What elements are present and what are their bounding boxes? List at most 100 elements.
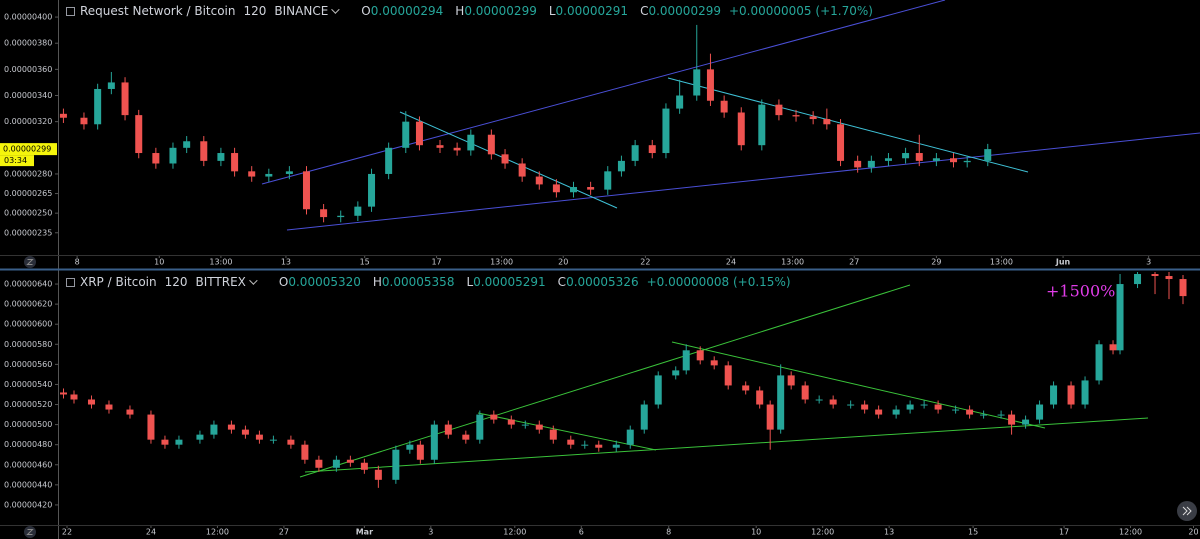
candle-body — [823, 119, 831, 125]
ohlc-value: 0.00005320 — [288, 275, 361, 289]
y-tick-label: 0.00000400 — [4, 13, 52, 22]
y-tick-label: 0.00000520 — [4, 400, 52, 409]
symbol-title: Request Network / Bitcoin — [80, 4, 236, 18]
y-tick-label: 0.00000540 — [4, 380, 52, 389]
candle-body — [368, 173, 376, 207]
x-tick-label: 13:00 — [990, 258, 1013, 267]
x-tick-label: 3 — [1146, 258, 1151, 267]
y-tick-label: 0.00000250 — [4, 209, 52, 218]
candle-body — [847, 404, 855, 406]
ohlc-label: H — [455, 4, 465, 18]
ohlc-label: C — [640, 4, 649, 18]
candle-body — [902, 153, 910, 159]
x-tick-label: 8 — [666, 528, 671, 537]
candle-body — [631, 145, 639, 161]
candle-body — [963, 160, 971, 163]
candle-body — [737, 112, 745, 146]
candle-body — [487, 134, 495, 155]
candle-body — [950, 158, 958, 163]
candle-body — [648, 145, 656, 154]
candle-body — [135, 115, 143, 154]
change: +0.00000005 (+1.70%) — [728, 4, 873, 18]
candle-body — [626, 429, 634, 445]
y-tick-label: 0.00000480 — [4, 440, 52, 449]
candle-body — [231, 153, 239, 172]
candle-body — [724, 365, 732, 386]
trend-line — [671, 341, 1046, 429]
legend-icon — [66, 277, 75, 287]
x-tick-label: 12:00 — [811, 528, 834, 537]
candle-body — [934, 404, 942, 410]
candle-body — [217, 153, 225, 161]
candle-body — [861, 404, 869, 410]
exchange: BINANCE — [274, 4, 329, 18]
candle-body — [255, 434, 263, 440]
x-tick-label: 27 — [279, 528, 289, 537]
candle-body — [640, 404, 648, 430]
x-tick-label: Mar — [356, 528, 373, 537]
candle-body — [59, 392, 67, 395]
x-tick-label: 22 — [640, 258, 650, 267]
candle-body — [436, 145, 444, 148]
candles — [59, 24, 992, 223]
ohlc-label: L — [466, 275, 474, 289]
candle-body — [126, 409, 134, 415]
candle-body — [241, 429, 249, 435]
y-tick-label: 0.00000560 — [4, 360, 52, 369]
ohlc-value: 0.00000299 — [464, 4, 537, 18]
candle-body — [1151, 274, 1159, 277]
trend-line — [477, 412, 657, 451]
candle-body — [587, 187, 595, 190]
candle-body — [535, 176, 543, 185]
x-tick-label: 13 — [884, 528, 894, 537]
x-tick-label: 13 — [281, 258, 291, 267]
x-tick-label: 15 — [968, 528, 978, 537]
y-tick-label: 0.00000235 — [4, 228, 52, 237]
candle-body — [837, 124, 845, 161]
dropdown-chevron — [331, 5, 340, 14]
interval: 120 — [164, 275, 188, 289]
candle-body — [315, 459, 323, 468]
candle-body — [549, 429, 557, 440]
candle-body — [1081, 380, 1089, 405]
candle-body — [809, 116, 817, 120]
candle-body — [706, 69, 714, 101]
y-tick-label: 0.00000265 — [4, 189, 52, 198]
candle-body — [997, 414, 1005, 416]
x-tick-label: 8 — [75, 258, 80, 267]
ohlc-value: 0.00000294 — [370, 4, 444, 18]
symbol-title: XRP / Bitcoin — [80, 275, 157, 289]
ohlc-label: L — [548, 4, 556, 18]
trend-line — [261, 0, 946, 185]
x-tick-label: 20 — [558, 258, 568, 267]
price-label: 0.00000299 — [3, 145, 51, 154]
change: +0.00000008 (+0.15%) — [646, 275, 791, 289]
y-tick-label: 0.00000420 — [4, 500, 52, 509]
candle-body — [1095, 344, 1103, 381]
candle-body — [676, 95, 684, 109]
candle-body — [787, 375, 795, 386]
candle-body — [402, 121, 410, 148]
candle-body — [161, 439, 169, 445]
candle-body — [1022, 419, 1030, 425]
x-tick-label: 12:00 — [1119, 528, 1142, 537]
trend-lines — [299, 284, 1149, 478]
candle-body — [80, 117, 88, 125]
candle-body — [884, 158, 892, 161]
x-tick-label: 17 — [431, 258, 441, 267]
candle-body — [121, 82, 129, 116]
candle-body — [696, 350, 704, 361]
candle-body — [360, 462, 368, 470]
candle-body — [758, 104, 766, 146]
x-tick-label: 15 — [360, 258, 370, 267]
x-tick-label: Jun — [1055, 258, 1071, 267]
candle-body — [210, 424, 218, 435]
x-tick-label: 13:00 — [490, 258, 513, 267]
y-tick-label: 0.00000640 — [4, 280, 52, 289]
candle-body — [1067, 385, 1075, 405]
candle-body — [567, 439, 575, 445]
y-tick-label: 0.00000460 — [4, 460, 52, 469]
x-tick-label: 6 — [579, 528, 584, 537]
